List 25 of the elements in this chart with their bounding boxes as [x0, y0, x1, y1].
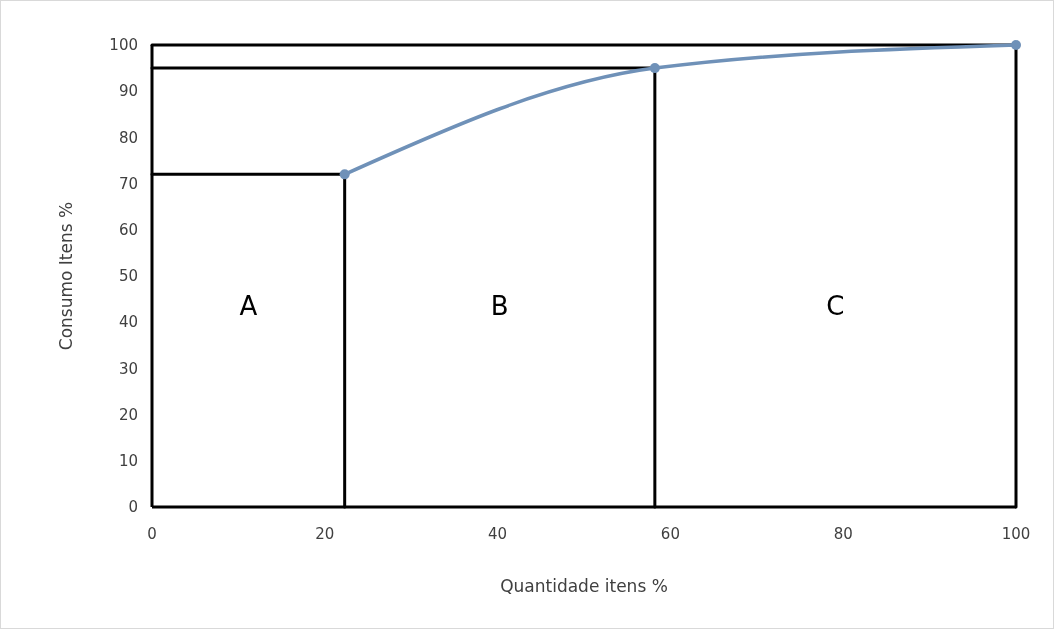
- point: [339, 169, 350, 180]
- x-tick-label: 40: [488, 525, 508, 543]
- x-tick-label: 80: [833, 525, 853, 543]
- y-tick-label: 10: [118, 452, 138, 471]
- x-axis-title: Quantidade itens %: [500, 576, 668, 596]
- annotation: C: [826, 291, 845, 322]
- y-tick-label: 90: [118, 82, 138, 101]
- y-tick-label: 60: [118, 221, 138, 240]
- y-tick-label: 50: [118, 267, 138, 286]
- annotation: A: [239, 291, 258, 322]
- x-tick-label: 0: [147, 525, 157, 543]
- y-tick-label: 0: [128, 498, 138, 517]
- y-tick-label: 100: [109, 36, 138, 55]
- y-tick-label: 30: [118, 359, 138, 378]
- point: [649, 63, 660, 74]
- x-tick-label: 20: [315, 525, 335, 543]
- x-tick-label: 100: [1001, 525, 1031, 543]
- y-tick-label: 70: [118, 174, 138, 193]
- x-tick-label: 60: [660, 525, 680, 543]
- annotation: B: [490, 291, 509, 322]
- y-tick-label: 40: [118, 313, 138, 332]
- y-tick-label: 80: [118, 128, 138, 147]
- y-axis-title: Consumo Itens %: [56, 201, 76, 351]
- point: [1011, 40, 1021, 50]
- y-tick-label: 20: [118, 405, 138, 424]
